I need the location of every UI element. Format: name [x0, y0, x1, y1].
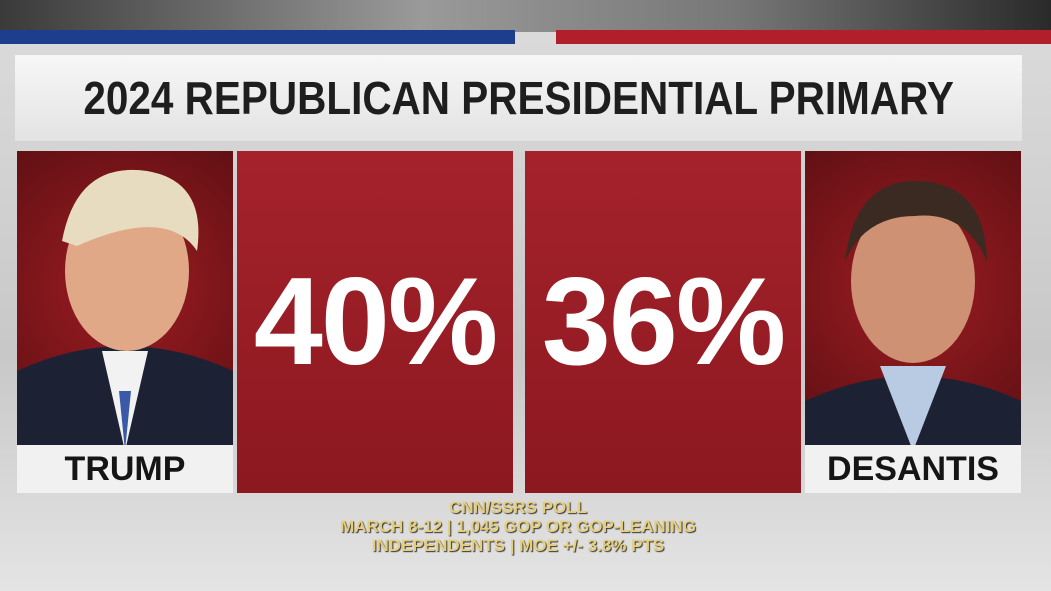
candidate-name: TRUMP — [64, 449, 186, 488]
candidate-percent: 36% — [541, 253, 786, 391]
footer: CNN/SSRS POLL MARCH 8-12 | 1,045 GOP OR … — [200, 498, 836, 555]
candidate-percent: 40% — [253, 253, 498, 391]
portrait — [17, 169, 233, 493]
blue-stripe — [0, 30, 515, 44]
percent-box: 40% — [237, 151, 513, 493]
title-bar: 2024 REPUBLICAN PRESIDENTIAL PRIMARY — [15, 55, 1022, 141]
top-strip — [0, 0, 1051, 32]
red-stripe — [556, 30, 1051, 44]
candidate-name: DESANTIS — [827, 449, 999, 488]
name-box: DESANTIS — [805, 445, 1021, 493]
percent-box: 36% — [525, 151, 801, 493]
title: 2024 REPUBLICAN PRESIDENTIAL PRIMARY — [83, 72, 954, 124]
candidate-photo: DESANTIS — [805, 151, 1021, 493]
portrait — [805, 181, 1021, 493]
footer-line: INDEPENDENTS | MOE +/- 3.8% PTS — [371, 536, 665, 555]
candidate-photo: TRUMP — [17, 151, 233, 493]
footer-line: MARCH 8-12 | 1,045 GOP OR GOP-LEANING — [340, 517, 696, 536]
footer-line: CNN/SSRS POLL — [449, 498, 587, 517]
name-box: TRUMP — [17, 445, 233, 493]
